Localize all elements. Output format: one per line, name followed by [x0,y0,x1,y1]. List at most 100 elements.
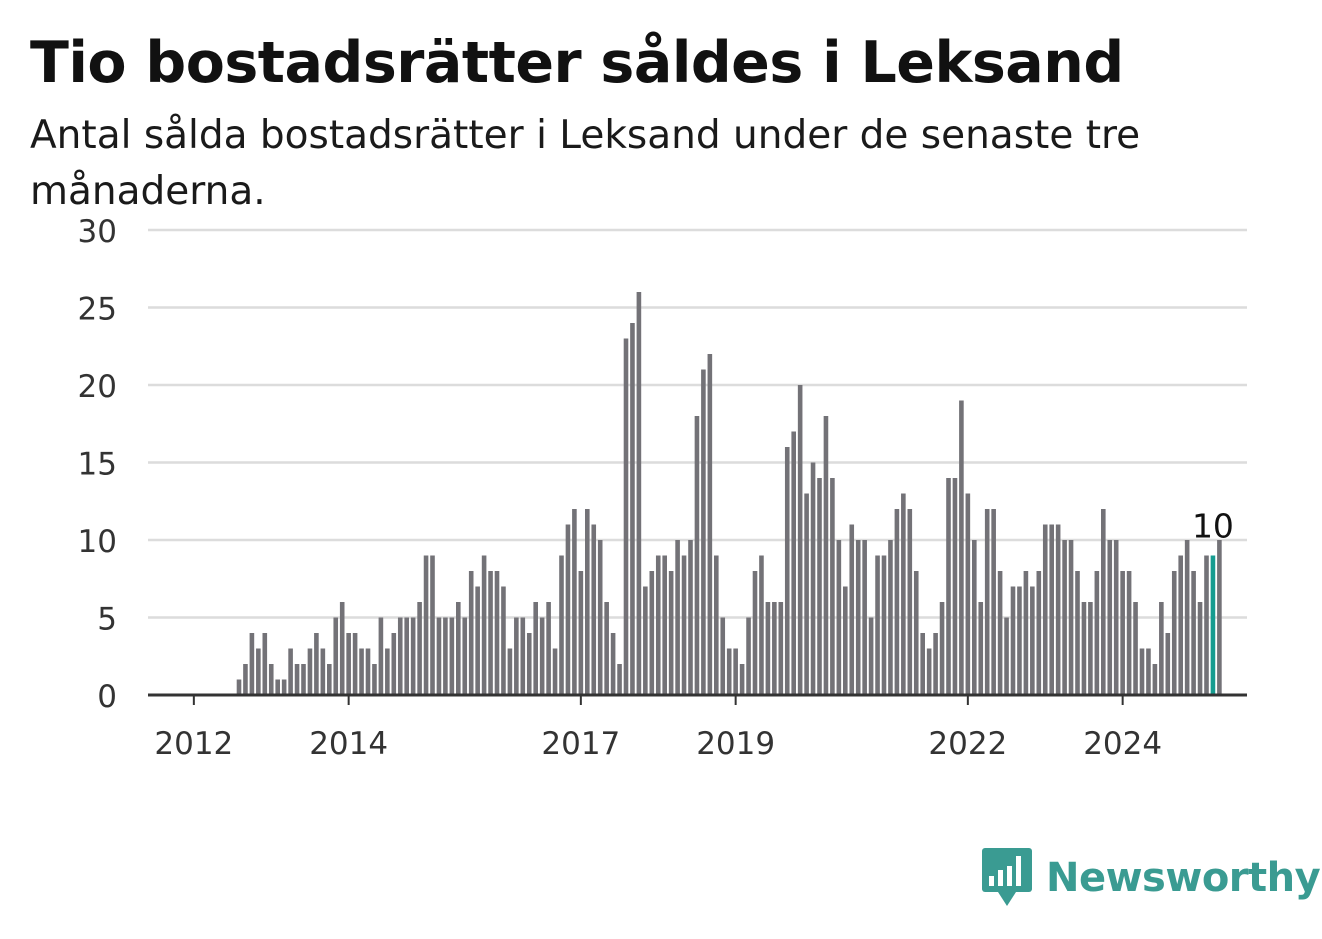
bar [707,354,713,695]
bar [410,617,416,695]
bar [617,664,622,695]
bar [546,602,551,695]
bar [327,664,332,695]
bar [307,648,313,695]
bar [881,555,887,695]
y-tick-label: 30 [78,214,117,250]
bar [436,617,442,695]
bar [333,617,339,695]
bar [488,571,493,695]
bar [797,385,803,695]
bar [817,478,822,695]
bar [423,555,429,695]
bar [475,586,480,695]
bar [978,602,984,695]
bar [991,509,996,695]
bar [720,617,726,695]
bar [1120,571,1125,695]
bar [649,571,655,695]
bar [243,664,248,695]
bar [810,462,816,695]
bar [1139,648,1145,695]
bar [385,648,390,695]
bar [1178,555,1183,695]
bar [1165,633,1171,695]
bar [1113,540,1119,695]
bar [636,292,642,695]
bar [1055,524,1061,695]
bar [907,509,913,695]
highlight-data-label: 10 [1192,507,1234,546]
bar [939,602,945,695]
bar [701,369,706,695]
bar [378,617,384,695]
bar [662,555,667,695]
bar [462,617,468,695]
bar [868,617,874,695]
bar [533,602,538,695]
bar [1197,602,1203,695]
bar [339,602,345,695]
bar [739,664,745,695]
x-tick-label: 2014 [309,726,388,762]
x-tick-label: 2017 [541,726,620,762]
bar [759,555,764,695]
bar [1101,509,1106,695]
bar [997,571,1003,695]
bar [591,524,597,695]
bar [946,478,951,695]
bar [572,509,577,695]
bar [623,338,629,695]
bar [823,416,829,695]
x-tick-label: 2024 [1083,726,1162,762]
x-tick-label: 2019 [696,726,775,762]
bar [772,602,777,695]
bar [888,540,893,695]
bar [1075,571,1080,695]
bar [256,648,261,695]
bar [1081,602,1087,695]
bar [791,431,796,695]
bar [675,540,680,695]
bar [359,648,364,695]
bar [520,617,526,695]
bar [597,540,603,695]
bar [314,633,319,695]
bar [1191,571,1196,695]
bar [1133,602,1138,695]
bar [965,493,971,695]
bar [1062,540,1067,695]
bar [552,648,558,695]
bar [804,493,809,695]
bar [1036,571,1042,695]
bar [1094,571,1100,695]
bar [346,633,351,695]
y-tick-label: 20 [78,369,117,405]
bar [746,617,751,695]
bar [404,617,409,695]
bar [726,648,732,695]
bar [539,617,545,695]
bar [494,571,500,695]
bar [275,679,280,695]
bar [501,586,506,695]
bar [578,571,584,695]
bar [1017,586,1022,695]
bar [514,617,519,695]
bar [830,478,835,695]
bar [849,524,855,695]
bar [778,602,784,695]
bar [688,540,693,695]
bar [862,540,867,695]
bar [681,555,687,695]
bar [1152,664,1158,695]
bar [526,633,532,695]
bar [655,555,661,695]
bar [236,679,242,695]
bar [733,648,738,695]
bar [468,571,474,695]
bar [281,679,287,695]
bar [1030,586,1035,695]
bar [481,555,487,695]
